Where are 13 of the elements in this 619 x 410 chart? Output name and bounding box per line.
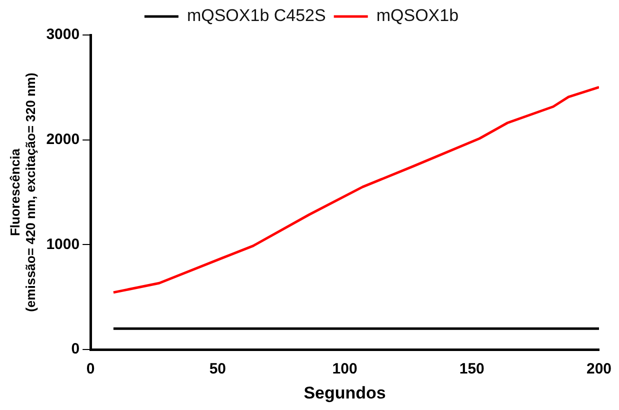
legend-label: mQSOX1b C452S bbox=[186, 6, 326, 26]
x-axis-title: Segundos bbox=[304, 383, 386, 402]
y-tick-label: 1000 bbox=[46, 236, 80, 253]
x-tick-label: 50 bbox=[209, 360, 226, 378]
x-tick-label: 0 bbox=[86, 360, 95, 378]
y-tick-label: 0 bbox=[71, 340, 80, 358]
x-tick-label: 100 bbox=[332, 360, 358, 378]
y-tick-label: 3000 bbox=[46, 26, 80, 44]
x-tick-label: 150 bbox=[459, 360, 484, 378]
x-tick-label: 200 bbox=[586, 360, 612, 378]
legend-label: mQSOX1b bbox=[376, 6, 459, 26]
y-tick-label: 2000 bbox=[46, 131, 80, 148]
y-axis-title: Fluorescência (emissão= 420 nm, excitação= 320 nm) bbox=[7, 72, 38, 312]
